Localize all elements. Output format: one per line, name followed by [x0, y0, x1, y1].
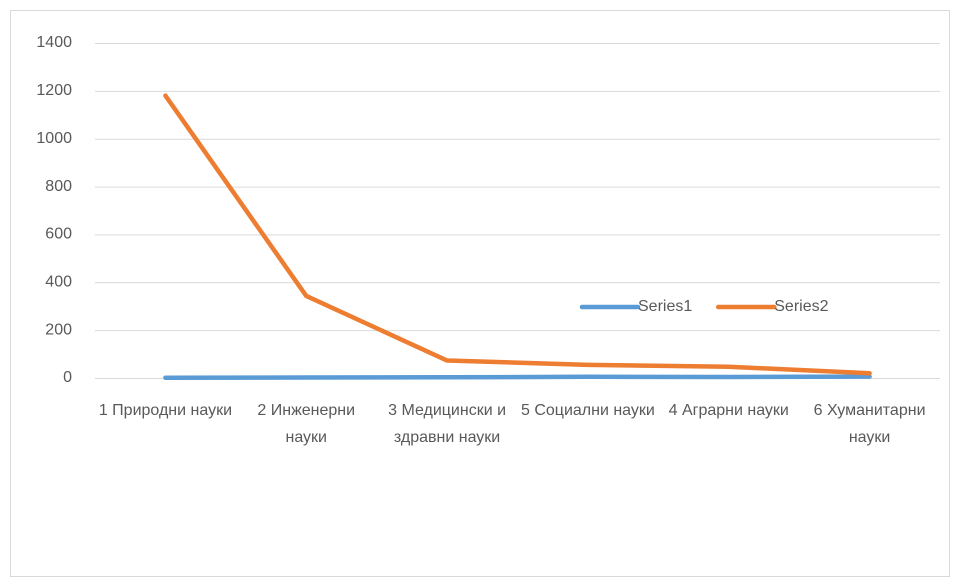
x-tick-label: 4 Аграрни науки: [668, 402, 789, 419]
y-tick-label: 600: [45, 226, 72, 243]
y-tick-label: 1200: [36, 82, 72, 99]
series-line: [163, 374, 872, 381]
x-tick-label: 2 Инженерни науки: [257, 402, 356, 446]
y-tick-label: 200: [45, 321, 72, 338]
legend-label: Series2: [774, 298, 828, 315]
y-tick-label: 1400: [36, 34, 72, 51]
y-tick-label: 1000: [36, 130, 72, 147]
chart-border: [10, 10, 950, 577]
y-tick-label: 400: [45, 274, 72, 291]
y-tick-label: 800: [45, 178, 72, 195]
x-tick-label: 6 Хуманитарни науки: [813, 402, 926, 446]
x-tick-label: 5 Социални науки: [520, 402, 655, 419]
series-line: [163, 93, 872, 376]
y-tick-label: 0: [63, 369, 72, 386]
x-tick-label: 1 Природни науки: [98, 402, 232, 419]
legend-label: Series1: [638, 298, 692, 315]
x-tick-label: 3 Медицински и здравни науки: [388, 402, 507, 446]
